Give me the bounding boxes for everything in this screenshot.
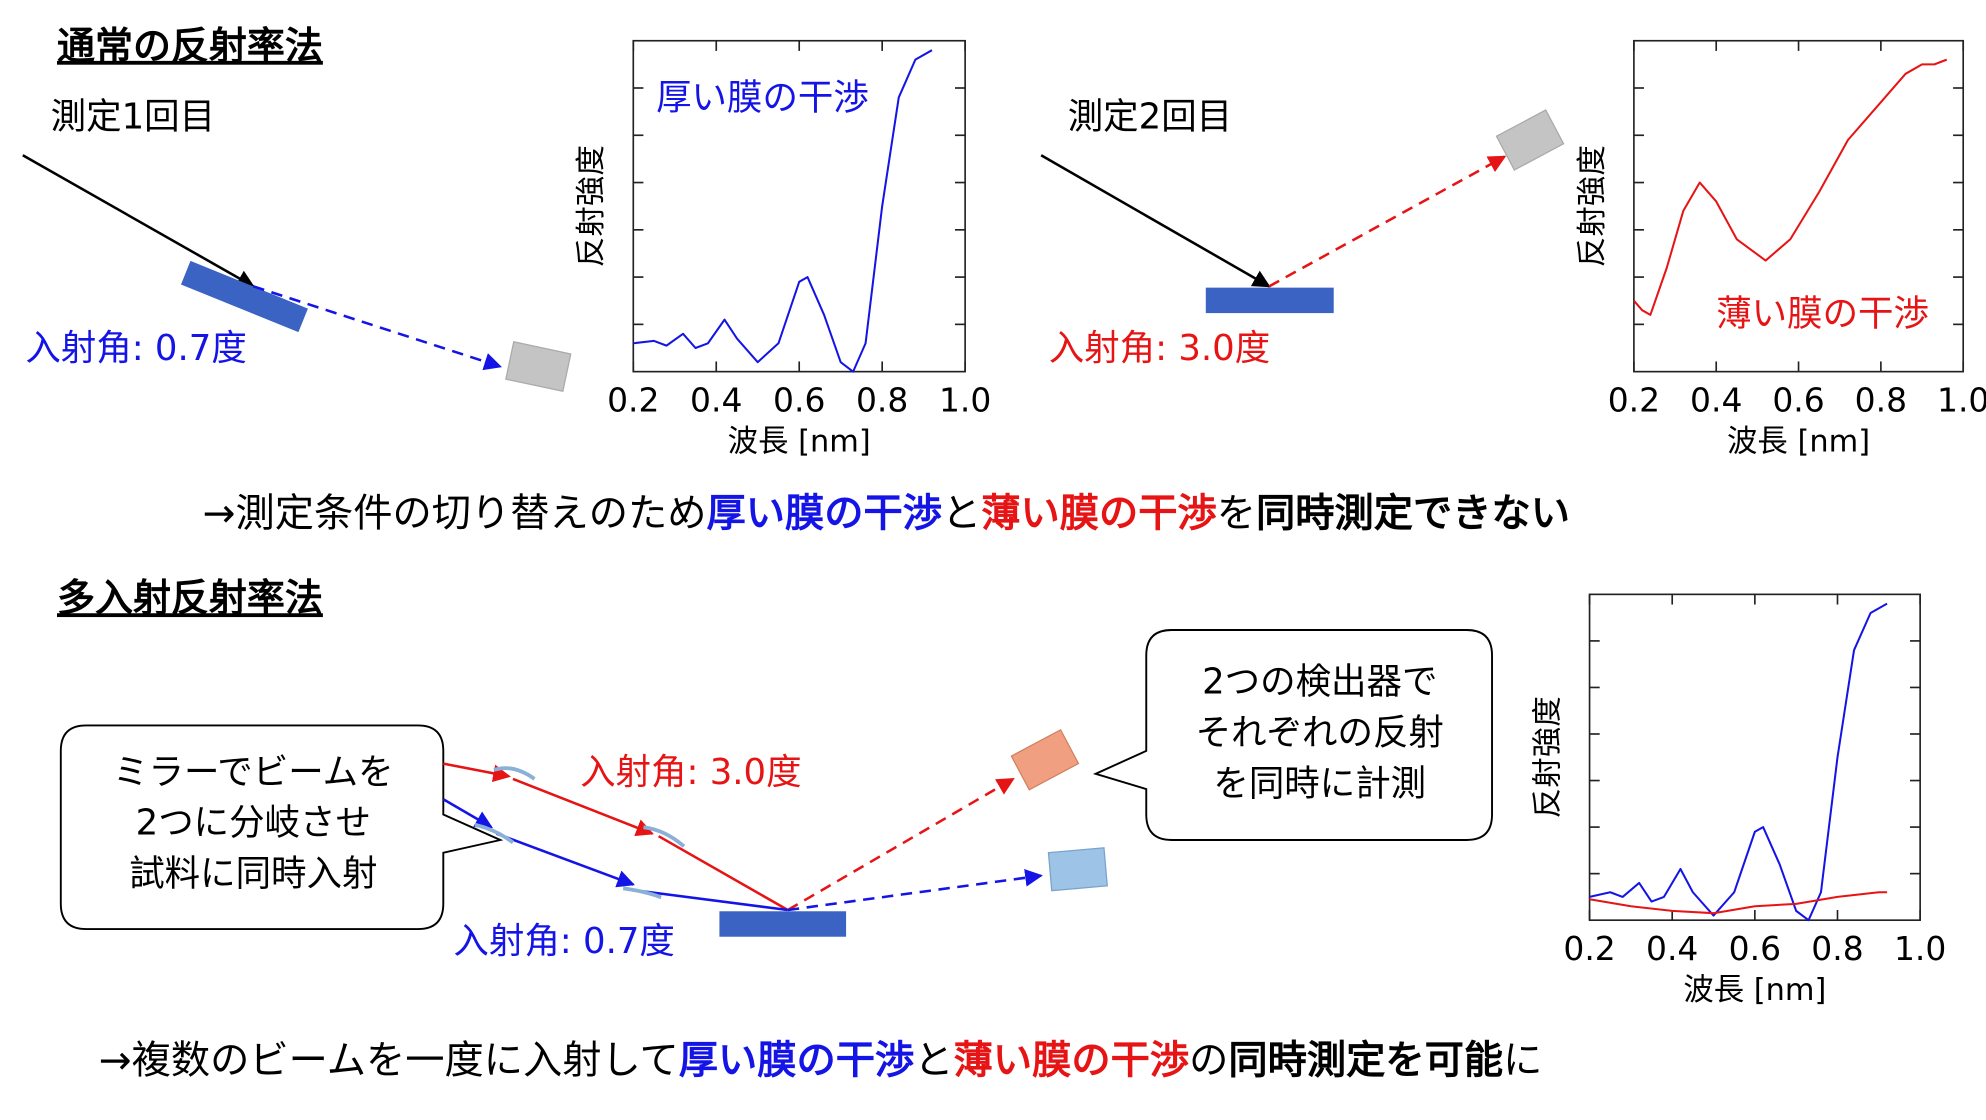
y-axis-label: 反射強度 <box>574 145 609 267</box>
mirror <box>493 766 536 781</box>
beams <box>442 762 1043 912</box>
series-line <box>1589 602 1888 922</box>
text: →測定条件の切り替えのため <box>203 490 707 536</box>
beam <box>639 889 788 912</box>
x-tick-label: 1.0 <box>1937 381 1986 420</box>
text: 薄い膜の干渉 <box>981 490 1217 536</box>
x-tick-label: 0.6 <box>1729 929 1781 968</box>
plot-frame <box>1588 593 1921 922</box>
series-line <box>1633 58 1948 316</box>
x-tick-label: 0.2 <box>1608 381 1660 420</box>
conclusion: →測定条件の切り替えのため厚い膜の干渉と薄い膜の干渉を同時測定できない <box>203 490 1570 536</box>
reflected-beam <box>787 868 1043 912</box>
callout-text: 2つの検出器で <box>1202 661 1437 702</box>
callout-text: それぞれの反射 <box>1196 712 1444 753</box>
beam <box>496 832 635 888</box>
callout <box>59 724 504 931</box>
section-title: 通常の反射率法 <box>57 24 323 68</box>
series-line <box>633 49 933 373</box>
beam <box>1040 154 1271 288</box>
beam <box>22 154 255 288</box>
label: 入射角: 0.7度 <box>25 328 246 369</box>
text: の <box>1189 1037 1228 1083</box>
text: と <box>942 490 981 536</box>
callout-text: 2つに分岐させ <box>136 803 371 844</box>
text: →複数のビームを一度に入射して <box>99 1037 679 1083</box>
mirror <box>622 886 662 900</box>
chart: 0.2 0.4 0.6 0.8 1.0 波長 [nm] 反射強度 <box>1531 593 1946 1008</box>
callout-text: 試料に同時入射 <box>129 854 377 895</box>
x-tick-label: 0.8 <box>1811 929 1863 968</box>
text: を <box>1217 490 1256 536</box>
sample <box>719 911 847 937</box>
x-tick-label: 0.6 <box>773 381 825 420</box>
text: 厚い膜の干渉 <box>679 1037 915 1083</box>
x-tick-label: 1.0 <box>939 381 991 420</box>
x-tick-label: 0.4 <box>690 381 742 420</box>
text: と <box>914 1037 953 1083</box>
text: 同時測定できない <box>1256 490 1570 536</box>
callout <box>1092 629 1493 841</box>
mirror <box>474 822 515 845</box>
label: 入射角: 0.7度 <box>453 921 674 962</box>
label: 入射角: 3.0度 <box>1049 328 1270 369</box>
text: に <box>1503 1037 1542 1083</box>
series-label: 厚い膜の干渉 <box>656 77 869 118</box>
conclusion: →複数のビームを一度に入射して厚い膜の干渉と薄い膜の干渉の同時測定を可能に <box>99 1037 1543 1083</box>
detector <box>1495 109 1565 171</box>
x-tick-label: 1.0 <box>1894 929 1946 968</box>
beam <box>657 835 789 912</box>
detector <box>1047 847 1108 892</box>
x-axis-label: 波長 [nm] <box>1727 424 1870 459</box>
sample <box>1205 287 1334 314</box>
label: 測定1回目 <box>51 96 215 137</box>
x-tick-label: 0.4 <box>1690 381 1742 420</box>
x-axis-label: 波長 [nm] <box>728 424 871 459</box>
x-tick-label: 0.8 <box>856 381 908 420</box>
beam <box>443 762 511 783</box>
section-title: 多入射反射率法 <box>57 576 323 620</box>
label: 入射角: 3.0度 <box>580 752 801 793</box>
x-tick-label: 0.2 <box>607 381 659 420</box>
x-axis-label: 波長 [nm] <box>1683 973 1826 1008</box>
text: 薄い膜の干渉 <box>954 1037 1190 1083</box>
series-line <box>1589 891 1888 915</box>
label: 測定2回目 <box>1068 96 1232 137</box>
x-tick-label: 0.8 <box>1855 381 1907 420</box>
text: 厚い膜の干渉 <box>707 490 943 536</box>
text: 同時測定を可能 <box>1228 1037 1503 1083</box>
callout-text: ミラーでビームを <box>113 752 394 793</box>
y-axis-label: 反射強度 <box>1575 145 1610 267</box>
y-axis-label: 反射強度 <box>1531 696 1566 818</box>
detector <box>1010 728 1080 791</box>
detector <box>505 341 572 393</box>
mirror <box>643 825 686 848</box>
reflected-beam <box>787 777 1015 912</box>
reflected-beam <box>1268 155 1507 288</box>
series-label: 薄い膜の干渉 <box>1716 294 1929 335</box>
beam <box>512 777 654 837</box>
sample <box>180 260 308 333</box>
x-tick-label: 0.4 <box>1646 929 1698 968</box>
reflected-beam <box>252 285 502 371</box>
callout-text: を同時に計測 <box>1213 763 1426 804</box>
x-tick-label: 0.2 <box>1563 929 1615 968</box>
chart: 0.2 0.4 0.6 0.8 1.0 波長 [nm] 反射強度 厚い膜の干渉 <box>574 39 991 459</box>
x-tick-label: 0.6 <box>1772 381 1824 420</box>
beam <box>442 798 493 829</box>
